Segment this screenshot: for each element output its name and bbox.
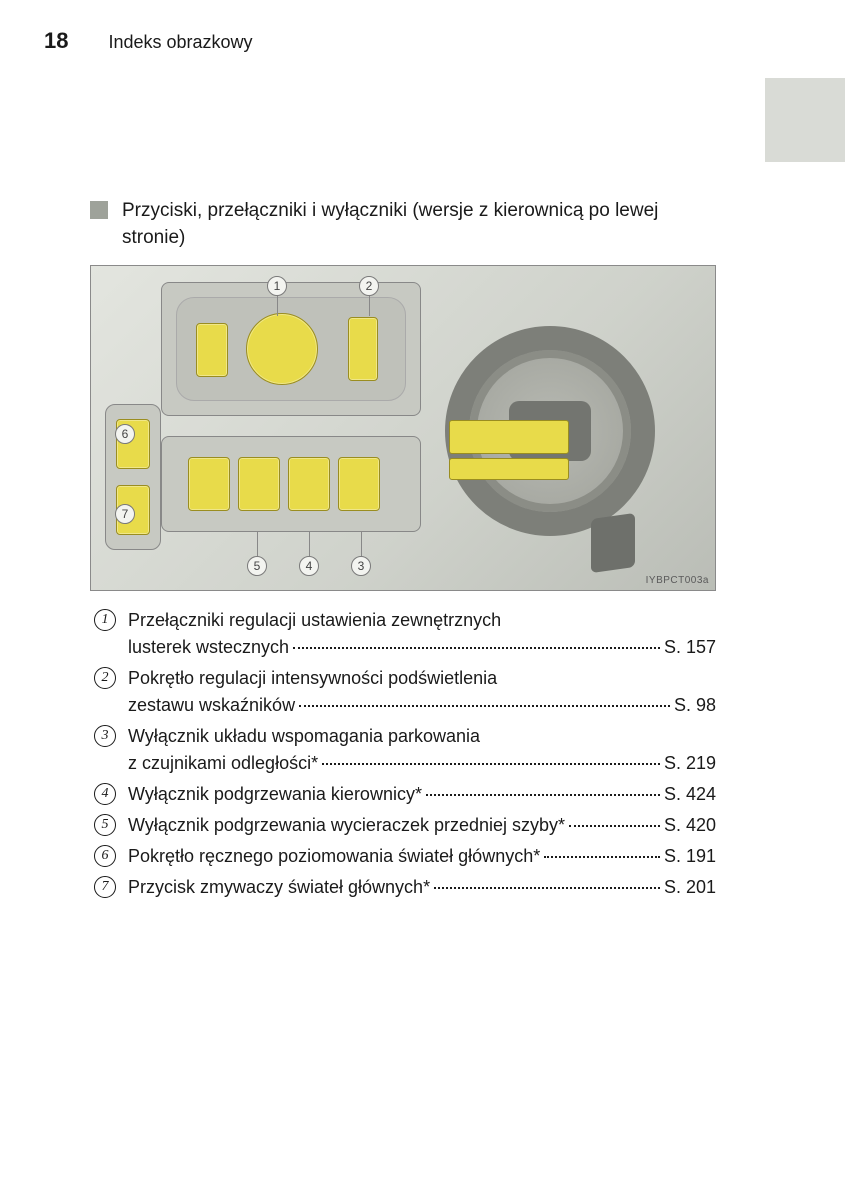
item-body: Przełączniki regulacji ustawienia zewnęt…	[128, 607, 716, 661]
callout-lead	[277, 296, 278, 316]
item-dots-line: lusterek wstecznych S. 157	[128, 634, 716, 661]
item-page-ref: S. 420	[664, 812, 716, 839]
panel-lower	[161, 436, 421, 532]
item-page-ref: S. 98	[674, 692, 716, 719]
header-title: Indeks obrazkowy	[108, 32, 252, 53]
item-page-ref: S. 191	[664, 843, 716, 870]
section-tab	[765, 78, 845, 162]
callout-lead	[369, 296, 370, 316]
item-number-icon: 2	[94, 667, 116, 689]
dashboard-figure: 1 2 6 7 3 4 5 IYBPCT003a	[90, 265, 716, 591]
item-lead-text: lusterek wstecznych	[128, 634, 289, 661]
item-number-icon: 4	[94, 783, 116, 805]
item-body: Pokrętło ręcznego poziomowania świateł g…	[128, 843, 716, 870]
dimmer-dial-icon	[348, 317, 378, 381]
steering-heater-button-icon	[288, 457, 330, 511]
item-page-ref: S. 157	[664, 634, 716, 661]
item-line1: Pokrętło regulacji intensywności podświe…	[128, 665, 716, 692]
list-item: 1 Przełączniki regulacji ustawienia zewnę…	[90, 607, 716, 661]
callout-lead	[309, 532, 310, 556]
content-area: Przyciski, przełączniki i wyłączniki (we…	[90, 198, 716, 905]
list-item: 3 Wyłącznik układu wspomagania parkowania…	[90, 723, 716, 777]
callout-4-icon: 4	[299, 556, 319, 576]
item-page-ref: S. 424	[664, 781, 716, 808]
item-page-ref: S. 201	[664, 874, 716, 901]
item-body: Wyłącznik podgrzewania kierownicy* S. 42…	[128, 781, 716, 808]
item-lead-text: Pokrętło ręcznego poziomowania świateł g…	[128, 843, 540, 870]
leader-dots	[434, 887, 660, 889]
item-dots-line: Przycisk zmywaczy świateł głównych* S. 2…	[128, 874, 716, 901]
page-header: 18 Indeks obrazkowy	[44, 28, 253, 54]
callout-lead	[361, 532, 362, 556]
item-number-icon: 1	[94, 609, 116, 631]
square-bullet-icon	[90, 201, 108, 219]
item-dots-line: Wyłącznik podgrzewania wycieraczek przed…	[128, 812, 716, 839]
callout-5-icon: 5	[247, 556, 267, 576]
panel-upper	[161, 282, 421, 416]
list-item: 5 Wyłącznik podgrzewania wycieraczek prze…	[90, 812, 716, 839]
item-number-icon: 7	[94, 876, 116, 898]
leader-dots	[569, 825, 660, 827]
item-dots-line: zestawu wskaźników S. 98	[128, 692, 716, 719]
panel-left-small	[105, 404, 161, 550]
list-item: 7 Przycisk zmywaczy świateł głównych* S. …	[90, 874, 716, 901]
mirror-fold-button-icon	[196, 323, 228, 377]
item-body: Pokrętło regulacji intensywności podświe…	[128, 665, 716, 719]
item-dots-line: Wyłącznik podgrzewania kierownicy* S. 42…	[128, 781, 716, 808]
callout-lead	[257, 532, 258, 556]
page-number: 18	[44, 28, 68, 54]
item-number-icon: 5	[94, 814, 116, 836]
item-line1: Przełączniki regulacji ustawienia zewnęt…	[128, 607, 716, 634]
figure-code: IYBPCT003a	[646, 575, 709, 586]
item-line1: Wyłącznik układu wspomagania parkowania	[128, 723, 716, 750]
leader-dots	[322, 763, 660, 765]
leader-dots	[293, 647, 660, 649]
section-heading: Przyciski, przełączniki i wyłączniki (we…	[90, 198, 716, 251]
dash-highlight-2	[449, 458, 569, 480]
switch-slot-1-icon	[188, 457, 230, 511]
item-page-ref: S. 219	[664, 750, 716, 777]
item-lead-text: zestawu wskaźników	[128, 692, 295, 719]
leader-dots	[299, 705, 670, 707]
item-lead-text: z czujnikami odległości*	[128, 750, 318, 777]
item-body: Wyłącznik podgrzewania wycieraczek przed…	[128, 812, 716, 839]
item-lead-text: Wyłącznik podgrzewania kierownicy*	[128, 781, 422, 808]
item-dots-line: z czujnikami odległości* S. 219	[128, 750, 716, 777]
item-lead-text: Przycisk zmywaczy świateł głównych*	[128, 874, 430, 901]
wiper-deicer-button-icon	[238, 457, 280, 511]
list-item: 6 Pokrętło ręcznego poziomowania świateł …	[90, 843, 716, 870]
item-lead-text: Wyłącznik podgrzewania wycieraczek przed…	[128, 812, 565, 839]
item-body: Przycisk zmywaczy świateł głównych* S. 2…	[128, 874, 716, 901]
section-heading-text: Przyciski, przełączniki i wyłączniki (we…	[122, 198, 716, 251]
leader-dots	[426, 794, 660, 796]
item-number-icon: 3	[94, 725, 116, 747]
index-list: 1 Przełączniki regulacji ustawienia zewnę…	[90, 607, 716, 901]
callout-3-icon: 3	[351, 556, 371, 576]
item-dots-line: Pokrętło ręcznego poziomowania świateł g…	[128, 843, 716, 870]
list-item: 2 Pokrętło regulacji intensywności podświ…	[90, 665, 716, 719]
item-number-icon: 6	[94, 845, 116, 867]
leader-dots	[544, 856, 660, 858]
parking-assist-button-icon	[338, 457, 380, 511]
list-item: 4 Wyłącznik podgrzewania kierownicy* S. 4…	[90, 781, 716, 808]
item-body: Wyłącznik układu wspomagania parkowaniaz…	[128, 723, 716, 777]
pedal-icon	[591, 513, 635, 573]
dash-highlight-1	[449, 420, 569, 454]
mirror-adjust-dial-icon	[246, 313, 318, 385]
